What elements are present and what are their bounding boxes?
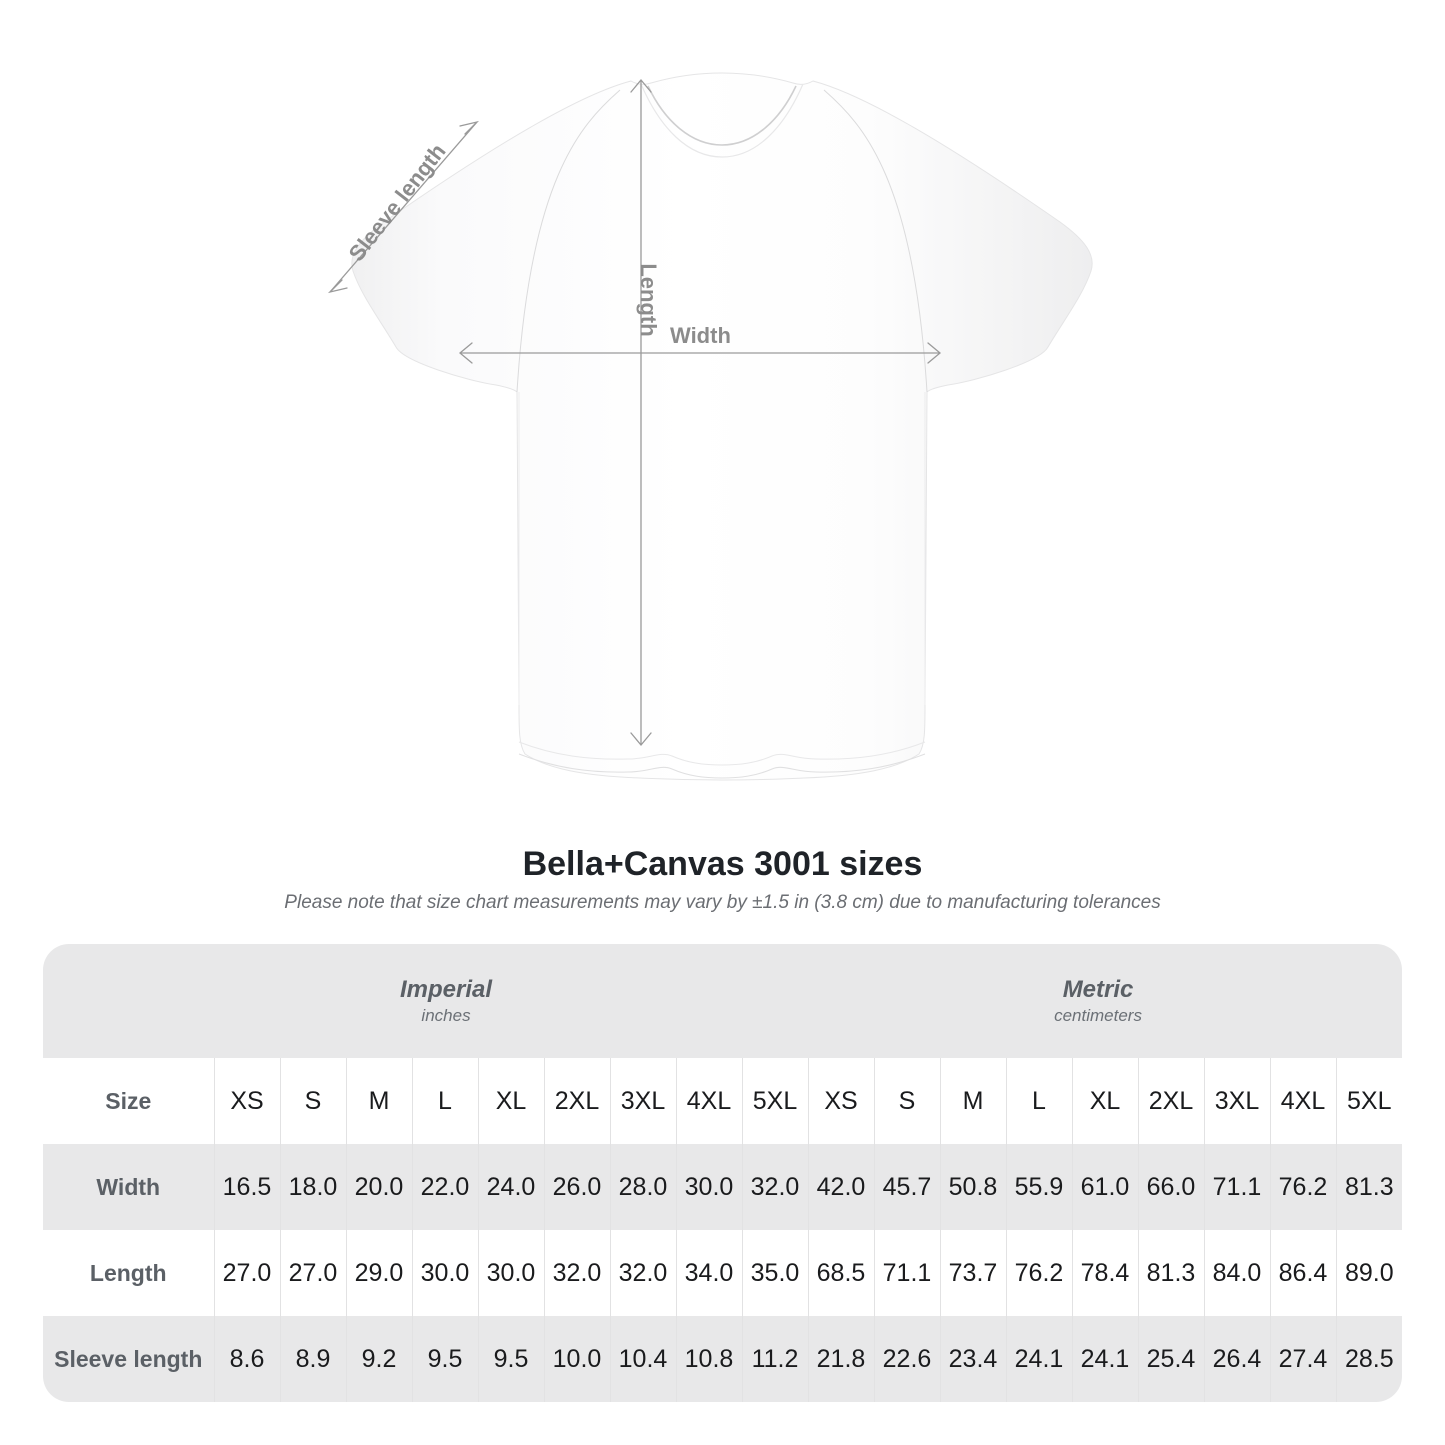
svg-text:Length: Length: [636, 263, 661, 336]
svg-text:Width: Width: [670, 323, 731, 348]
